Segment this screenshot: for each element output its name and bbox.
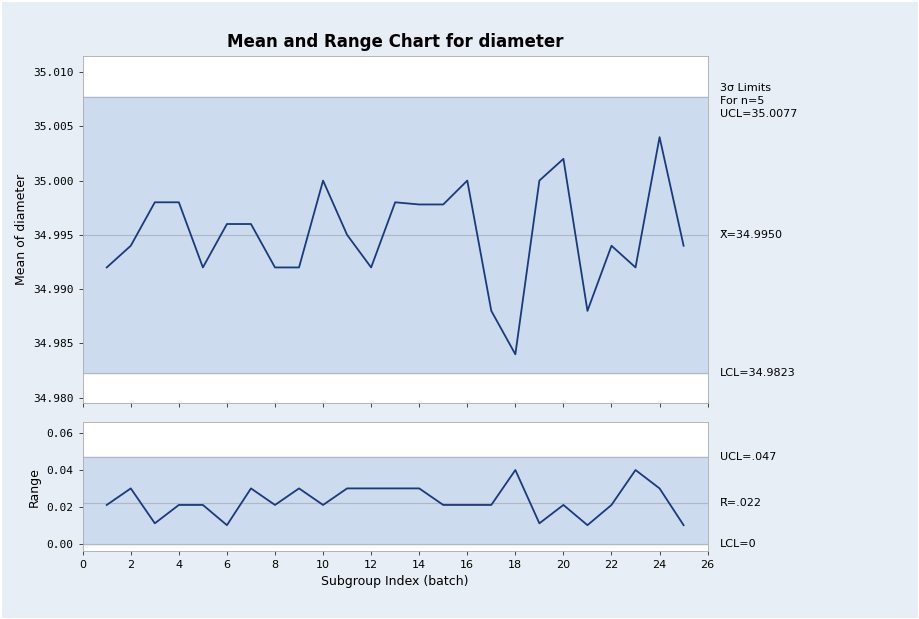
Title: Mean and Range Chart for diameter: Mean and Range Chart for diameter: [227, 33, 563, 51]
Bar: [83, 97, 708, 373]
Text: UCL=.047: UCL=.047: [720, 452, 777, 462]
Y-axis label: Range: Range: [28, 467, 41, 506]
Text: LCL=34.9823: LCL=34.9823: [720, 368, 796, 378]
Text: X̅=34.9950: X̅=34.9950: [720, 230, 783, 240]
Text: 3σ Limits
For n=5
UCL=35.0077: 3σ Limits For n=5 UCL=35.0077: [720, 83, 798, 119]
Text: R̅=.022: R̅=.022: [720, 498, 762, 508]
Bar: [83, 457, 708, 543]
Text: LCL=0: LCL=0: [720, 539, 756, 548]
X-axis label: Subgroup Index (batch): Subgroup Index (batch): [322, 576, 469, 589]
Y-axis label: Mean of diameter: Mean of diameter: [15, 174, 28, 285]
